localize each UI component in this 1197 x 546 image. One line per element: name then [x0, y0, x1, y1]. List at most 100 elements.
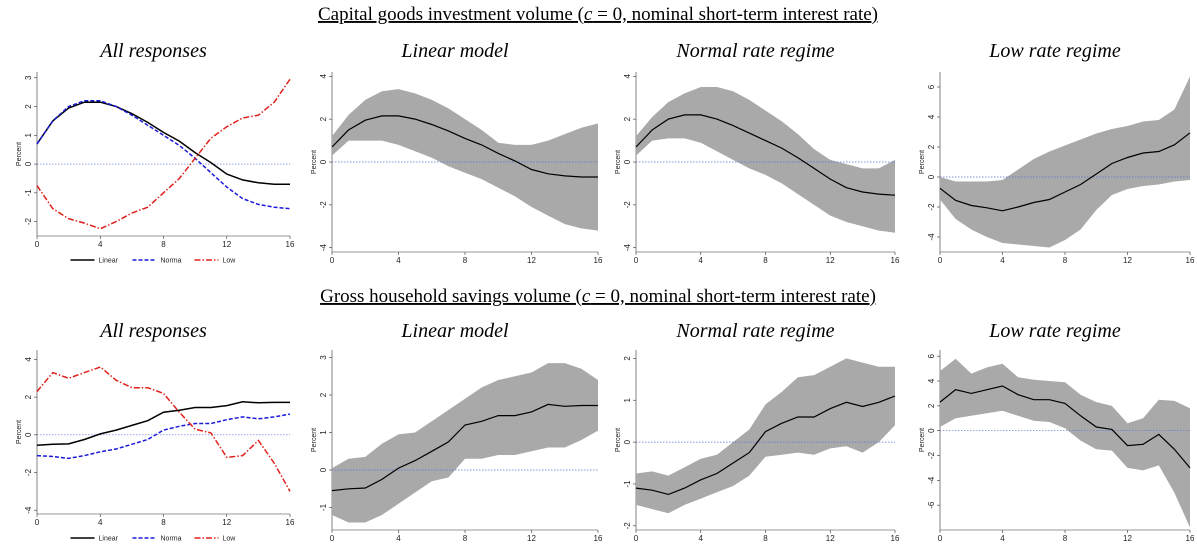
y-tick-label: -2 [24, 218, 33, 226]
y-tick-label: -2 [24, 468, 33, 476]
x-tick-label: 16 [1186, 534, 1195, 543]
confidence-band [332, 89, 598, 231]
x-tick-label: 8 [1063, 534, 1068, 543]
y-tick-label: 2 [319, 116, 328, 121]
y-tick-label: 2 [927, 144, 936, 149]
response-line [939, 385, 1191, 469]
y-tick-label: 0 [623, 439, 632, 444]
x-tick-label: 0 [634, 256, 639, 265]
response-line [635, 114, 896, 196]
y-tick-label: 2 [623, 356, 632, 361]
response-line [36, 401, 290, 446]
y-tick-label: 0 [319, 159, 328, 164]
panel-title: Normal rate regime [675, 40, 834, 62]
response-line [36, 366, 291, 492]
y-tick-label: -4 [927, 233, 936, 241]
legend-label: Linear [99, 536, 119, 543]
y-tick-label: 0 [319, 467, 328, 472]
y-axis-label: Percent [615, 150, 622, 174]
confidence-band [332, 363, 598, 523]
y-axis-label: Percent [919, 150, 926, 174]
y-tick-label: 4 [927, 114, 936, 119]
y-tick-label: 6 [927, 353, 936, 358]
section-title-text: Capital goods investment volume ( [318, 4, 584, 25]
panel-title: Linear model [400, 320, 509, 342]
x-tick-label: 4 [1000, 256, 1005, 265]
y-axis-label: Percent [16, 420, 23, 444]
y-tick-label: -1 [623, 480, 632, 488]
section-title-text: = 0, nominal short-term interest rate) [592, 4, 878, 25]
x-tick-label: 0 [35, 518, 40, 527]
y-tick-label: -1 [24, 189, 33, 197]
x-tick-label: 16 [286, 240, 295, 249]
x-tick-label: 12 [222, 518, 231, 527]
y-tick-label: 3 [24, 75, 33, 80]
response-line [939, 132, 1191, 212]
x-tick-label: 4 [699, 256, 704, 265]
legend-label: Low [223, 536, 237, 543]
x-tick-label: 16 [594, 256, 603, 265]
x-tick-label: 16 [891, 534, 900, 543]
y-tick-label: -4 [927, 476, 936, 484]
x-tick-label: 16 [286, 518, 295, 527]
y-tick-label: 2 [24, 394, 33, 399]
y-tick-label: -4 [24, 506, 33, 514]
y-tick-label: 0 [24, 432, 33, 437]
y-tick-label: 2 [623, 116, 632, 121]
section-title: Gross household savings volume (c = 0, n… [320, 286, 876, 307]
x-tick-label: 0 [938, 534, 943, 543]
x-tick-label: 8 [463, 256, 468, 265]
y-tick-label: 2 [24, 104, 33, 109]
x-tick-label: 8 [763, 256, 768, 265]
x-tick-label: 8 [1063, 256, 1068, 265]
x-tick-label: 12 [826, 256, 835, 265]
y-tick-label: 0 [927, 174, 936, 179]
x-tick-label: 0 [938, 256, 943, 265]
y-tick-label: 0 [623, 159, 632, 164]
x-tick-label: 12 [1123, 534, 1132, 543]
response-line [635, 395, 896, 496]
response-line [36, 78, 291, 230]
x-tick-label: 16 [1186, 256, 1195, 265]
x-tick-label: 8 [161, 240, 166, 249]
x-tick-label: 12 [1123, 256, 1132, 265]
panel-title: Low rate regime [988, 40, 1121, 62]
x-tick-label: 4 [98, 240, 103, 249]
x-tick-label: 0 [634, 534, 639, 543]
x-tick-label: 16 [594, 534, 603, 543]
y-tick-label: 3 [319, 355, 328, 360]
x-tick-label: 0 [35, 240, 40, 249]
y-tick-label: 6 [927, 84, 936, 89]
y-tick-label: 4 [927, 378, 936, 383]
x-tick-label: 12 [527, 256, 536, 265]
y-tick-label: -2 [927, 451, 936, 459]
y-tick-label: -2 [319, 201, 328, 209]
response-line [36, 100, 291, 210]
panel-title: Normal rate regime [675, 320, 834, 342]
x-tick-label: 4 [396, 534, 401, 543]
x-tick-label: 8 [763, 534, 768, 543]
x-tick-label: 16 [891, 256, 900, 265]
y-tick-label: 4 [623, 74, 632, 79]
y-tick-label: 2 [319, 392, 328, 397]
panel-title: Linear model [400, 40, 509, 62]
y-tick-label: -1 [319, 503, 328, 511]
y-tick-label: 1 [623, 397, 632, 402]
response-line [36, 413, 291, 460]
section-title-var: c [582, 286, 591, 307]
x-tick-label: 4 [1000, 534, 1005, 543]
legend-label: Norma [161, 536, 182, 543]
x-tick-label: 12 [527, 534, 536, 543]
response-line [36, 101, 290, 185]
y-tick-label: -4 [319, 244, 328, 252]
y-tick-label: -2 [623, 201, 632, 209]
section-title-text: Gross household savings volume ( [320, 286, 582, 307]
panel-title: All responses [98, 320, 207, 342]
y-tick-label: 4 [319, 74, 328, 79]
y-tick-label: 4 [24, 357, 33, 362]
y-tick-label: 2 [927, 403, 936, 408]
x-tick-label: 4 [98, 518, 103, 527]
confidence-band [636, 358, 895, 514]
y-tick-label: 1 [319, 430, 328, 435]
y-tick-label: 0 [24, 161, 33, 166]
